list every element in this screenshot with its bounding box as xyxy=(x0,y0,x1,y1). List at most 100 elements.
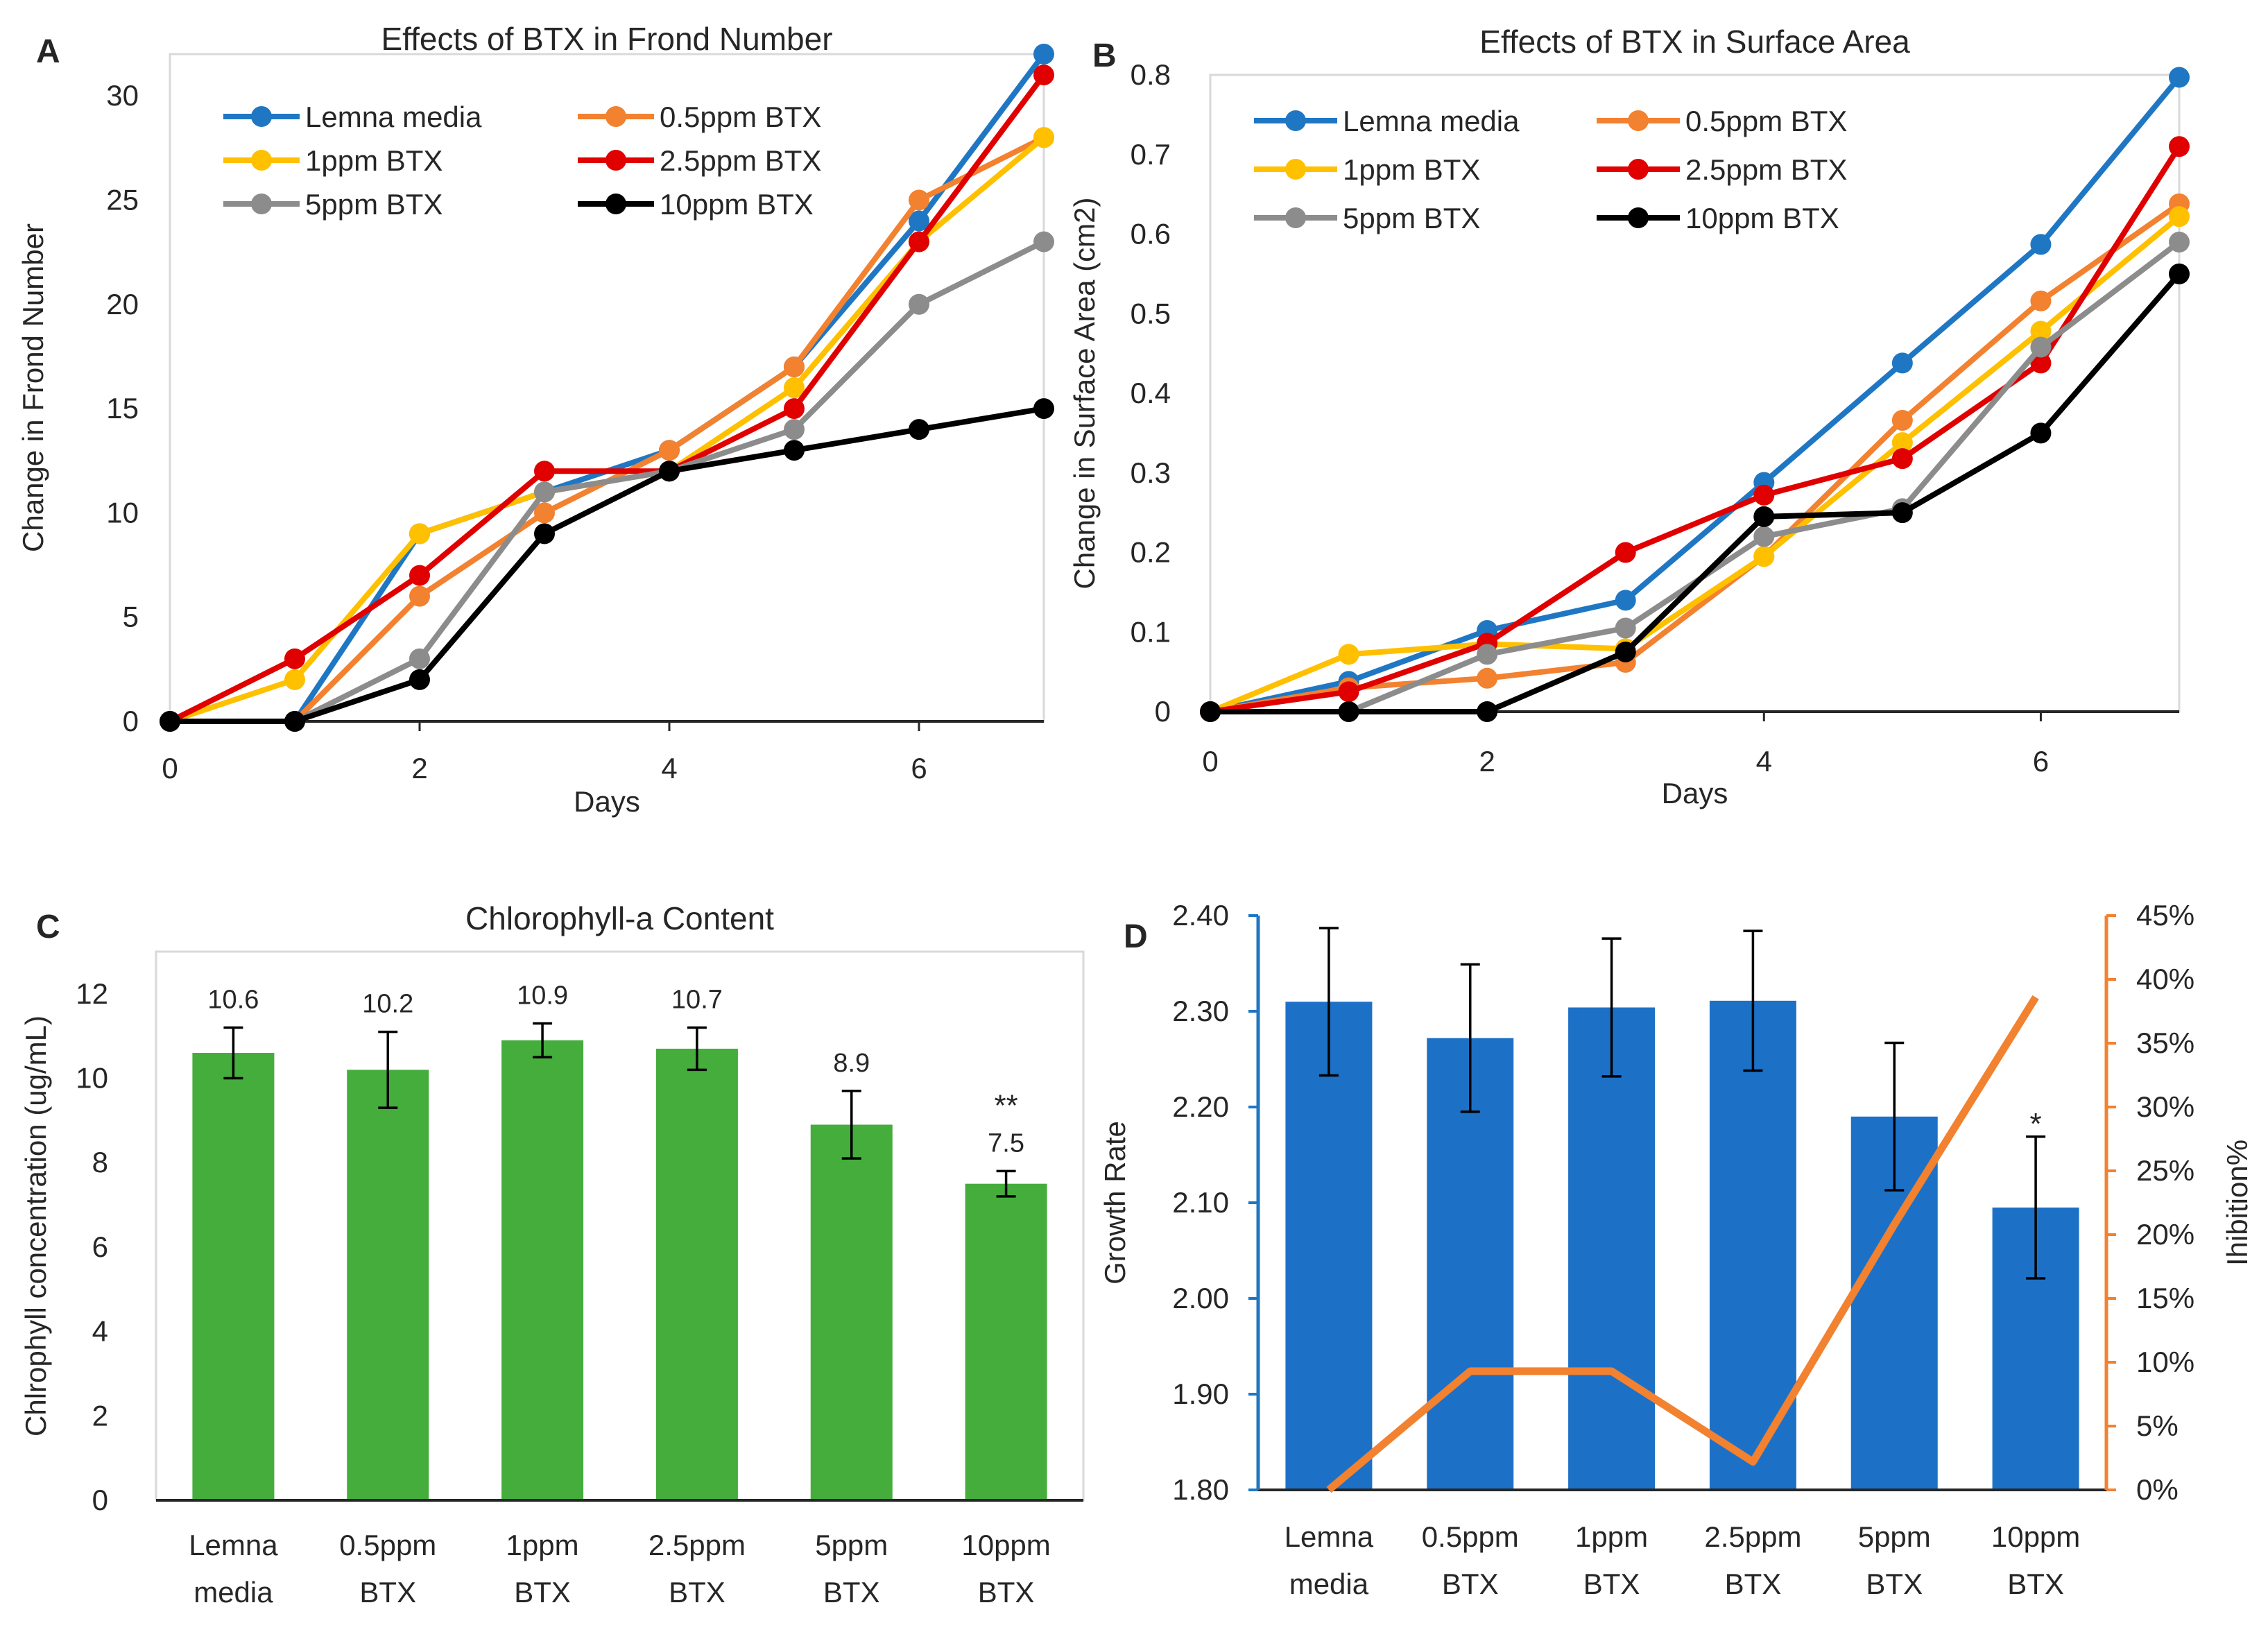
legend-label: 2.5ppm BTX xyxy=(660,144,821,177)
bar xyxy=(347,1070,429,1500)
y-tick-label: 0 xyxy=(1155,695,1171,728)
data-point xyxy=(1477,644,1498,665)
data-point xyxy=(409,669,430,690)
data-point xyxy=(1753,546,1775,567)
x-tick-label: 2 xyxy=(1479,745,1495,778)
x-category-label: 5ppm xyxy=(1858,1520,1931,1553)
x-category-label: media xyxy=(194,1576,273,1608)
y-tick-label: 15 xyxy=(106,392,139,424)
x-category-label: 2.5ppm xyxy=(1704,1520,1801,1553)
bar xyxy=(1568,1007,1656,1490)
bar-group-6: * 10ppm BTX xyxy=(1991,1107,2080,1600)
y-tick-label: 5 xyxy=(123,601,139,633)
bar-group-1: 10.6 Lemna media xyxy=(189,986,278,1608)
data-point xyxy=(1891,448,1913,470)
x-tick-label: 4 xyxy=(1756,745,1772,778)
y-axis-label: Change in Frond Number xyxy=(17,223,49,552)
x-category-label: media xyxy=(1289,1568,1369,1600)
bar xyxy=(501,1040,584,1500)
data-point xyxy=(1033,231,1054,252)
data-point xyxy=(1753,484,1775,506)
data-point xyxy=(2030,234,2052,255)
x-category-label: 1ppm xyxy=(1575,1520,1648,1553)
x-tick-label: 0 xyxy=(162,752,178,784)
y-tick-label: 4 xyxy=(92,1315,108,1348)
data-label: 7.5 xyxy=(988,1129,1024,1158)
x-category-label: BTX xyxy=(978,1576,1035,1608)
legend-swatch-marker xyxy=(1628,159,1649,180)
y-tick-label: 2.40 xyxy=(1172,899,1229,932)
bar-group-4: 2.5ppm BTX xyxy=(1704,929,1801,1600)
data-point xyxy=(2169,136,2190,157)
data-point xyxy=(1033,44,1054,65)
data-point xyxy=(1338,644,1359,665)
x-category-label: BTX xyxy=(2007,1568,2064,1600)
y-tick-label: 2.30 xyxy=(1172,995,1229,1027)
legend-item: 5ppm BTX xyxy=(1254,202,1480,234)
data-point xyxy=(409,585,430,607)
data-point xyxy=(1477,701,1498,722)
y-axis-label: Change in Surface Area (cm2) xyxy=(1068,198,1101,590)
data-label: 10.6 xyxy=(207,986,259,1015)
y-tick-label: 0.7 xyxy=(1131,138,1171,171)
bar-group-1: Lemna media xyxy=(1285,927,1374,1600)
data-point xyxy=(534,502,555,524)
data-point xyxy=(2030,320,2052,342)
legend-item: 10ppm BTX xyxy=(578,188,814,221)
data-point xyxy=(909,189,929,211)
chart-title: Effects of BTX in Surface Area xyxy=(1479,24,1910,60)
data-point xyxy=(909,419,929,440)
data-point xyxy=(1615,590,1636,611)
series-1ppm-btx xyxy=(1200,206,2190,722)
panel-label: D xyxy=(1124,918,1148,955)
x-category-label: BTX xyxy=(514,1576,571,1608)
y2-tick-label: 15% xyxy=(2136,1282,2194,1314)
x-category-label: BTX xyxy=(359,1576,416,1608)
x-category-label: 1ppm xyxy=(506,1529,579,1561)
y-tick-label: 2.20 xyxy=(1172,1090,1229,1123)
y-tick-label: 8 xyxy=(92,1146,108,1178)
data-point xyxy=(534,481,555,503)
bar-group-3: 1ppm BTX xyxy=(1568,937,1656,1600)
data-point xyxy=(784,440,805,461)
x-category-label: Lemna xyxy=(1285,1520,1374,1553)
data-point xyxy=(2169,231,2190,252)
data-point xyxy=(409,648,430,669)
data-point xyxy=(2030,352,2052,374)
y2-axis-label: Ihibition% xyxy=(2221,1140,2253,1266)
y-tick-label: 0.1 xyxy=(1131,615,1171,648)
y-tick-label: 10 xyxy=(76,1062,108,1095)
x-category-label: BTX xyxy=(1725,1568,1782,1600)
panel-label: A xyxy=(36,33,60,70)
x-category-label: 10ppm xyxy=(961,1529,1050,1561)
data-point xyxy=(1338,701,1359,722)
x-category-label: 2.5ppm xyxy=(648,1529,746,1561)
data-point xyxy=(1615,641,1636,662)
legend-item: 2.5ppm BTX xyxy=(578,144,821,177)
data-point xyxy=(1615,542,1636,563)
legend-item: 5ppm BTX xyxy=(223,188,443,221)
legend-item: 0.5ppm BTX xyxy=(578,101,821,133)
panel-a: A Effects of BTX in Frond Number Days Chang… xyxy=(17,21,1054,818)
series-line xyxy=(170,239,1045,724)
data-label: 10.9 xyxy=(517,981,568,1010)
inhibition-point xyxy=(1893,1224,1895,1225)
y-tick-label: 2 xyxy=(92,1399,108,1432)
inhibition-point xyxy=(1611,1371,1613,1372)
x-category-label: BTX xyxy=(669,1576,725,1608)
legend-item: 1ppm BTX xyxy=(1254,153,1480,186)
series-line xyxy=(1210,201,2181,714)
y-tick-label: 10 xyxy=(106,496,139,529)
panel-b: B Effects of BTX in Surface Area Days Chang… xyxy=(1068,24,2190,809)
y-tick-label: 0 xyxy=(92,1484,108,1516)
series-10ppm-btx xyxy=(1200,263,2190,722)
series-10ppm-btx xyxy=(160,398,1054,732)
x-category-label: 0.5ppm xyxy=(339,1529,436,1561)
series-0-5ppm-btx xyxy=(1200,193,2190,722)
y-tick-label: 25 xyxy=(106,183,139,216)
y-tick-label: 20 xyxy=(106,288,139,320)
data-point xyxy=(1477,667,1498,689)
bar-group-5: 5ppm BTX xyxy=(1850,1041,1938,1600)
legend-item: Lemna media xyxy=(1254,105,1520,137)
bar xyxy=(192,1053,275,1500)
